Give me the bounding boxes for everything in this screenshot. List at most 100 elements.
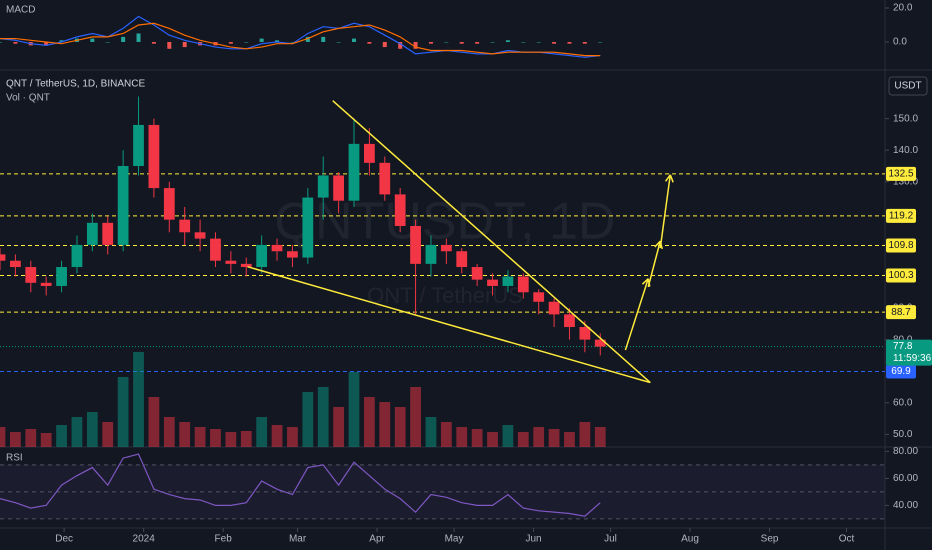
level-tag-label: 88.7 [891,307,911,318]
candle-body [271,244,283,252]
macd-hist [13,41,18,44]
y-tick-label: 80.00 [893,446,918,457]
candle-body [594,339,606,347]
support-tag-label: 69.9 [891,366,911,377]
macd-hist [459,41,464,44]
macd-line [0,15,601,58]
macd-hist [136,33,141,42]
last-price-tag [886,339,932,366]
macd-hist [275,40,280,42]
volume-bar [163,417,175,447]
arrow-head [664,174,674,183]
volume-bar [502,425,514,447]
candle-body [71,244,83,268]
x-tick-label: May [445,534,464,545]
volume-bar [517,432,529,447]
macd-hist [44,41,49,46]
volume-bar [194,427,206,447]
volume-bar [25,429,37,447]
macd-hist [228,41,233,44]
candle-body [425,244,437,264]
macd-hist [552,41,557,44]
x-tick-label: Jul [604,534,617,545]
candle-body [302,197,314,258]
volume-bar [548,429,560,447]
volume-bar [348,372,360,447]
volume-bar [379,402,391,447]
volume-bar [240,431,252,447]
y-tick-label: 60.00 [893,473,918,484]
volume-bar [302,392,314,447]
volume-bar [533,427,545,447]
candle-body [456,251,468,268]
macd-label: MACD [6,5,35,16]
volume-bar [271,425,283,447]
candle-body [40,282,52,286]
candle-body [210,238,221,261]
last-price-label: 77.8 [893,341,913,352]
macd-hist [0,41,2,43]
volume-bar [579,422,591,447]
x-tick-label: 2024 [133,534,156,545]
volume-bar [86,412,98,447]
macd-hist [382,41,387,48]
macd-hist [490,41,495,43]
chart-title: QNT / TetherUS, 1D, BINANCE [6,79,145,90]
level-tag-label: 119.2 [889,211,914,222]
y-tick-label: 130.0 [893,176,918,187]
currency-box[interactable] [888,76,928,96]
candle-body [471,267,483,280]
target-arrow [647,240,662,288]
volume-bar [40,433,52,447]
candle-body [102,222,114,245]
volume-bar [148,397,160,447]
candle-body [163,188,175,220]
macd-hist [505,40,510,42]
volume-bar [117,377,129,447]
currency: USDT [894,81,921,92]
macd-hist [290,41,295,43]
level-tag [886,238,916,253]
candle-body [348,143,360,201]
macd-hist [90,38,95,42]
candle-body [317,175,329,198]
volume-bar [487,432,498,447]
volume-bar [564,432,575,447]
rsi-label: RSI [6,453,23,464]
level-tag-label: 100.3 [888,270,913,281]
volume-bar [425,417,437,447]
volume-bar [364,397,375,447]
volume-bar [179,422,191,447]
volume-bar [471,429,483,447]
volume-bar [225,432,237,447]
candle-body [225,260,237,264]
x-tick-label: Oct [839,534,855,545]
volume-bar [256,417,268,447]
volume-bar [456,427,468,447]
level-tag-label: 132.5 [888,169,913,180]
candle-body [148,124,160,189]
macd-hist [259,38,264,42]
level-tag [886,268,916,283]
y-tick-label: 60.0 [893,397,913,408]
watermark: QNTUSDT, 1D [275,193,616,251]
volume-bar [394,407,406,447]
macd-hist [413,41,418,49]
volume-bar [10,432,21,447]
candle-body [364,143,375,163]
macd-hist [352,38,356,42]
candle-body [487,279,498,286]
macd-hist [444,41,449,43]
level-tag-label: 109.8 [888,240,913,251]
candle-body [25,267,37,283]
volume-bar [210,429,221,447]
volume-bar [56,425,67,447]
candle-body [333,175,344,201]
candle-body [379,162,391,195]
candle-body [533,292,545,302]
candle-body [240,263,252,268]
volume-bar [102,422,114,447]
x-tick-label: Apr [369,534,385,545]
